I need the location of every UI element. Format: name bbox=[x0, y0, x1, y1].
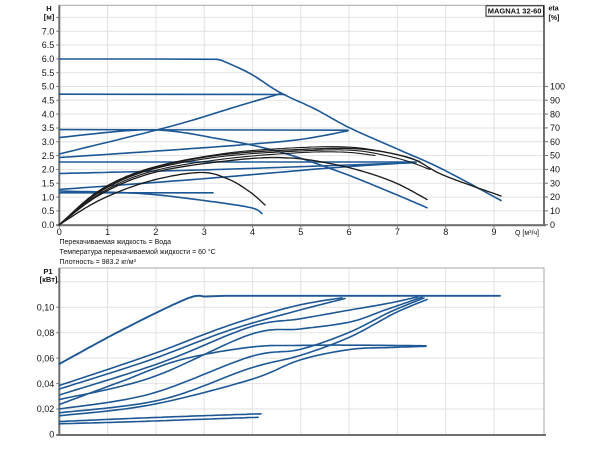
svg-text:[м]: [м] bbox=[44, 13, 55, 22]
svg-text:H: H bbox=[46, 4, 51, 13]
svg-text:5.5: 5.5 bbox=[42, 68, 55, 78]
svg-text:1.0: 1.0 bbox=[42, 192, 55, 202]
svg-text:3.5: 3.5 bbox=[42, 123, 55, 133]
svg-text:4.0: 4.0 bbox=[42, 109, 55, 119]
svg-text:Q [м³/ч]: Q [м³/ч] bbox=[515, 230, 539, 237]
svg-text:6.0: 6.0 bbox=[42, 54, 55, 64]
svg-text:5: 5 bbox=[298, 227, 303, 237]
svg-text:7.0: 7.0 bbox=[42, 26, 55, 36]
svg-text:9: 9 bbox=[491, 227, 496, 237]
svg-text:3.0: 3.0 bbox=[42, 137, 55, 147]
svg-text:8: 8 bbox=[443, 227, 448, 237]
svg-text:40: 40 bbox=[550, 165, 560, 175]
svg-text:eta: eta bbox=[549, 6, 559, 13]
svg-text:1.5: 1.5 bbox=[42, 178, 55, 188]
svg-text:30: 30 bbox=[550, 178, 560, 188]
svg-text:2: 2 bbox=[153, 227, 158, 237]
svg-text:70: 70 bbox=[550, 123, 560, 133]
svg-text:5.0: 5.0 bbox=[42, 82, 55, 92]
svg-text:0: 0 bbox=[49, 430, 54, 440]
svg-text:P1: P1 bbox=[43, 267, 52, 276]
svg-text:[кВт]: [кВт] bbox=[40, 275, 58, 284]
svg-text:MAGNA1 32-60: MAGNA1 32-60 bbox=[488, 7, 542, 16]
svg-text:6: 6 bbox=[347, 227, 352, 237]
svg-text:2.5: 2.5 bbox=[42, 151, 55, 161]
svg-text:2.0: 2.0 bbox=[42, 165, 55, 175]
svg-text:50: 50 bbox=[550, 151, 560, 161]
svg-text:80: 80 bbox=[550, 109, 560, 119]
svg-text:0: 0 bbox=[550, 220, 555, 230]
svg-text:10: 10 bbox=[550, 206, 560, 216]
svg-text:[%]: [%] bbox=[549, 15, 560, 22]
svg-text:0,08: 0,08 bbox=[37, 328, 55, 338]
svg-text:Плотность = 983.2 кг/м³: Плотность = 983.2 кг/м³ bbox=[60, 259, 137, 266]
svg-text:20: 20 bbox=[550, 192, 560, 202]
svg-text:0: 0 bbox=[57, 227, 62, 237]
svg-text:Температура перекачиваемой жид: Температура перекачиваемой жидкости = 60… bbox=[60, 248, 216, 256]
svg-text:90: 90 bbox=[550, 95, 560, 105]
svg-text:4: 4 bbox=[250, 227, 255, 237]
svg-text:0,04: 0,04 bbox=[37, 379, 55, 389]
svg-text:4.5: 4.5 bbox=[42, 96, 55, 106]
svg-text:3: 3 bbox=[202, 227, 207, 237]
svg-text:7: 7 bbox=[395, 227, 400, 237]
svg-text:100: 100 bbox=[550, 82, 565, 92]
svg-text:0,06: 0,06 bbox=[37, 353, 55, 363]
svg-text:60: 60 bbox=[550, 137, 560, 147]
svg-text:0,02: 0,02 bbox=[37, 404, 55, 414]
svg-text:0,10: 0,10 bbox=[37, 302, 55, 312]
svg-text:Перекачиваемая жидкость = Вода: Перекачиваемая жидкость = Вода bbox=[60, 239, 172, 246]
svg-text:0.5: 0.5 bbox=[42, 206, 55, 216]
svg-text:6.5: 6.5 bbox=[42, 40, 55, 50]
svg-text:1: 1 bbox=[105, 227, 110, 237]
svg-text:0.0: 0.0 bbox=[42, 220, 55, 230]
